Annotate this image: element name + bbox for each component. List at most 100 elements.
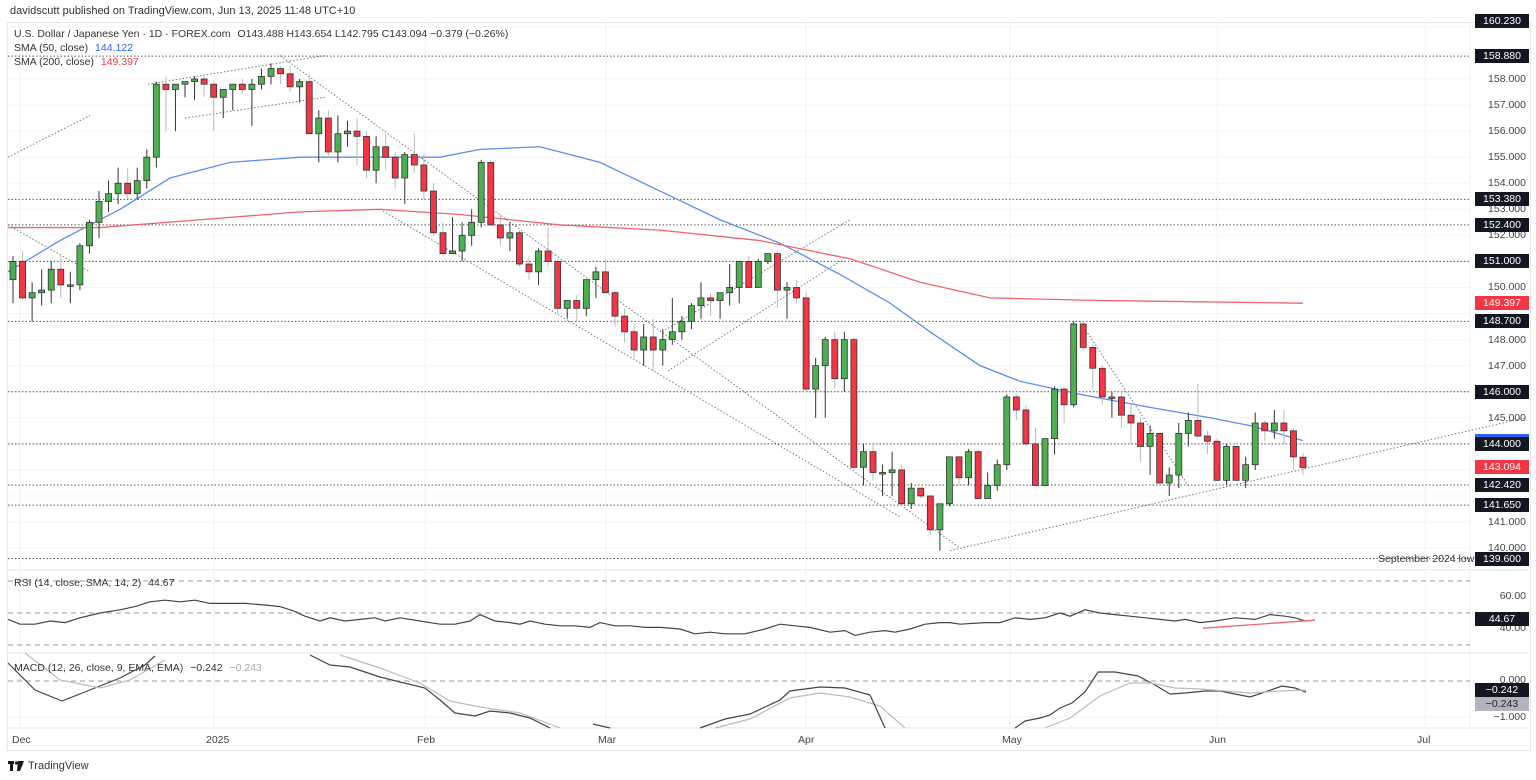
time-tick: Apr xyxy=(798,734,815,746)
candle-body xyxy=(869,451,877,473)
price-tick: 150.000 xyxy=(1488,281,1526,294)
candle-body xyxy=(200,78,208,85)
rsi-tick-60: 60.00 xyxy=(1499,590,1526,602)
candle-body xyxy=(573,300,581,309)
sma50-value: 144.122 xyxy=(95,42,134,54)
candle-body xyxy=(420,164,428,192)
candle-body xyxy=(477,161,485,223)
candle-body xyxy=(602,271,609,294)
candle-body xyxy=(1089,347,1097,369)
candle-body xyxy=(305,81,313,135)
candle-body xyxy=(640,336,648,351)
candle-body xyxy=(296,81,304,88)
macd-line xyxy=(1014,671,1307,729)
time-tick: Jul xyxy=(1417,734,1431,746)
price-tick: 148.000 xyxy=(1488,333,1526,346)
candle-body xyxy=(936,503,944,531)
price-tick: 156.000 xyxy=(1488,125,1526,138)
candle-body xyxy=(898,469,906,505)
price-tick: 158.000 xyxy=(1488,73,1526,85)
rsi-legend[interactable]: RSI (14, close, SMA, 14, 2) 44.67 xyxy=(14,577,174,589)
candle-body xyxy=(86,221,93,247)
sma50-line xyxy=(7,146,1304,442)
price-tick: 157.000 xyxy=(1488,99,1526,112)
candle-body xyxy=(659,339,667,351)
price-level-label: 143.094 xyxy=(1475,460,1529,475)
sma50-legend[interactable]: SMA (50, close) 144.122 xyxy=(14,42,133,54)
candle-body xyxy=(1070,323,1078,406)
candle-body xyxy=(238,83,246,90)
candle-body xyxy=(926,495,934,531)
candle-body xyxy=(735,261,743,288)
candle-body xyxy=(496,224,504,239)
candle-body xyxy=(582,279,590,309)
macd-legend[interactable]: MACD (12, 26, close, 9, EMA, EMA) −0.242… xyxy=(14,662,262,674)
candle-body xyxy=(802,297,810,390)
price-tick: 147.000 xyxy=(1488,359,1526,372)
candle-body xyxy=(965,451,972,479)
price-level-label: 141.650 xyxy=(1475,498,1529,513)
candle-body xyxy=(592,271,600,281)
price-level-label: 148.700 xyxy=(1475,314,1529,329)
macd-line xyxy=(7,655,156,702)
candle-body xyxy=(678,320,686,333)
time-tick: Jun xyxy=(1209,734,1226,746)
candle-body xyxy=(248,83,256,90)
candle-body xyxy=(1051,388,1058,440)
candle-body xyxy=(258,75,265,85)
candle-body xyxy=(793,287,800,299)
candle-body xyxy=(783,287,791,291)
candle-body xyxy=(1003,396,1011,466)
candle-body xyxy=(554,261,562,309)
candle-body xyxy=(57,268,65,286)
candle-body xyxy=(449,250,456,255)
candle-body xyxy=(525,263,533,273)
september-low-annotation: September 2024 low xyxy=(1378,553,1475,565)
candle-body xyxy=(621,315,628,333)
candle-body xyxy=(1032,443,1039,486)
tradingview-brand: TradingView xyxy=(28,760,89,772)
candle-body xyxy=(1156,433,1164,484)
candle-body xyxy=(984,485,992,499)
candle-body xyxy=(726,287,734,294)
candle-body xyxy=(95,201,103,223)
candle-body xyxy=(1270,422,1278,432)
candle-body xyxy=(152,83,160,158)
candle-body xyxy=(391,156,399,179)
candle-body xyxy=(38,289,46,294)
macd-signal-line xyxy=(339,654,561,729)
candle-body xyxy=(286,73,294,88)
candle-body xyxy=(1261,422,1269,432)
candle-body xyxy=(840,339,848,380)
candle-body xyxy=(907,487,915,505)
trendline xyxy=(147,55,326,85)
trendline xyxy=(7,115,91,158)
macd-line xyxy=(699,686,871,729)
candle-body xyxy=(821,339,829,367)
price-tick: 140.000 xyxy=(1488,542,1526,555)
macd-signal-value: −0.243 xyxy=(229,662,262,674)
candle-body xyxy=(1184,419,1192,434)
macd-line-sig xyxy=(714,692,906,729)
candle-body xyxy=(1041,438,1049,486)
candle-body xyxy=(19,261,26,299)
candle-body xyxy=(774,253,781,291)
published-line: davidscutt published on TradingView.com,… xyxy=(10,5,356,17)
candle-body xyxy=(277,68,284,75)
sma200-legend[interactable]: SMA (200, close) 149.397 xyxy=(14,56,139,68)
tradingview-logo-icon xyxy=(8,761,24,771)
trendline xyxy=(379,208,901,518)
macd-line xyxy=(869,694,886,729)
time-tick: Feb xyxy=(417,734,436,746)
price-tick: 154.000 xyxy=(1488,177,1526,190)
candle-body xyxy=(1213,440,1221,481)
candle-body xyxy=(66,284,74,287)
candle-body xyxy=(9,261,17,281)
trendline xyxy=(949,417,1526,552)
sma200-line xyxy=(8,208,1304,304)
price-tick: 145.000 xyxy=(1488,411,1526,424)
candle-body xyxy=(105,193,112,202)
trendline xyxy=(279,55,961,549)
candle-body xyxy=(1194,419,1202,437)
